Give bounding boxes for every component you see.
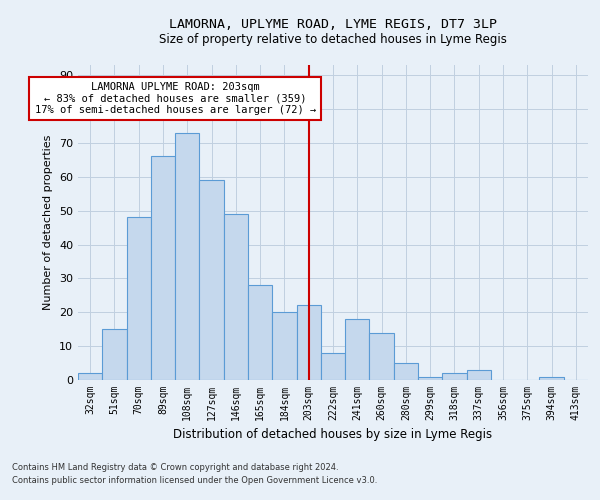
Text: Size of property relative to detached houses in Lyme Regis: Size of property relative to detached ho… <box>159 32 507 46</box>
Bar <box>224 214 248 380</box>
Text: LAMORNA UPLYME ROAD: 203sqm
← 83% of detached houses are smaller (359)
17% of se: LAMORNA UPLYME ROAD: 203sqm ← 83% of det… <box>35 82 316 115</box>
Bar <box>175 132 199 380</box>
Bar <box>102 329 127 380</box>
Text: LAMORNA, UPLYME ROAD, LYME REGIS, DT7 3LP: LAMORNA, UPLYME ROAD, LYME REGIS, DT7 3L… <box>169 18 497 30</box>
Bar <box>418 376 442 380</box>
Text: Contains public sector information licensed under the Open Government Licence v3: Contains public sector information licen… <box>12 476 377 485</box>
Bar <box>127 218 151 380</box>
Bar <box>78 373 102 380</box>
Text: Contains HM Land Registry data © Crown copyright and database right 2024.: Contains HM Land Registry data © Crown c… <box>12 464 338 472</box>
Bar <box>345 319 370 380</box>
Y-axis label: Number of detached properties: Number of detached properties <box>43 135 53 310</box>
Bar <box>370 332 394 380</box>
X-axis label: Distribution of detached houses by size in Lyme Regis: Distribution of detached houses by size … <box>173 428 493 442</box>
Bar <box>248 285 272 380</box>
Bar <box>394 363 418 380</box>
Bar <box>272 312 296 380</box>
Bar <box>467 370 491 380</box>
Bar <box>539 376 564 380</box>
Bar <box>199 180 224 380</box>
Bar <box>296 306 321 380</box>
Bar <box>151 156 175 380</box>
Bar <box>321 353 345 380</box>
Bar <box>442 373 467 380</box>
